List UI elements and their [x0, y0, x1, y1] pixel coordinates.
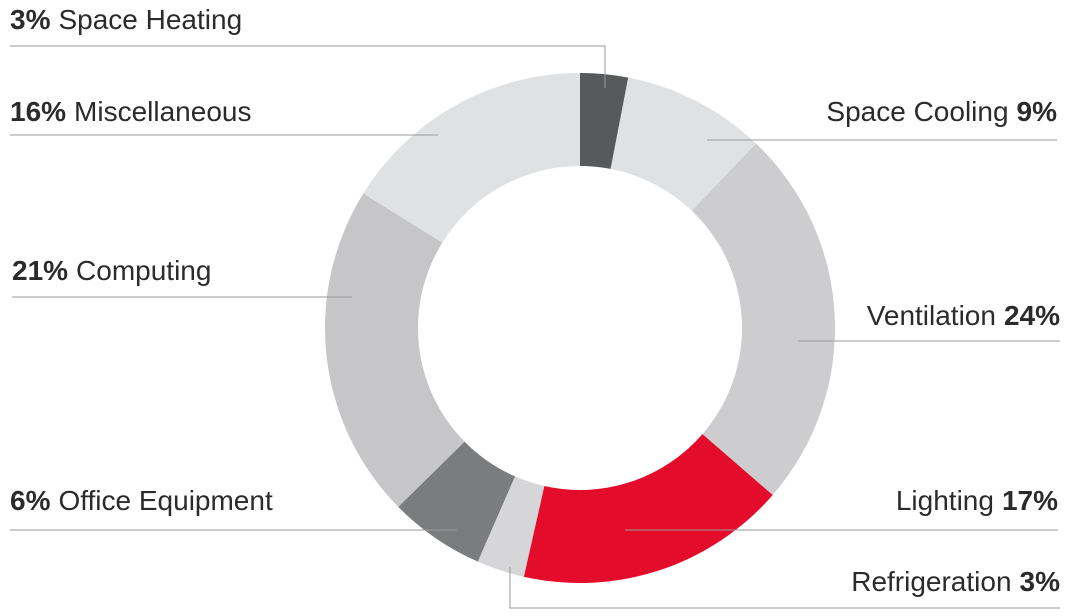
- category-label: Space Heating: [58, 4, 242, 35]
- wedge: [691, 143, 836, 495]
- value-label: 3%: [1020, 566, 1061, 597]
- category-label: Office Equipment: [58, 485, 272, 516]
- slice-label: 6% Office Equipment: [10, 485, 273, 516]
- wedge: [477, 476, 545, 577]
- category-label: Computing: [76, 255, 211, 286]
- leader-line: [509, 567, 1060, 609]
- wedge: [523, 434, 773, 584]
- wedge: [580, 73, 629, 169]
- category-label: Ventilation: [867, 300, 996, 331]
- wedge: [398, 441, 516, 562]
- value-label: 17%: [1002, 485, 1058, 516]
- leader-line: [10, 45, 606, 88]
- category-label: Lighting: [896, 485, 994, 516]
- wedge: [610, 77, 756, 211]
- value-label: 9%: [1017, 96, 1058, 127]
- value-label: 21%: [12, 255, 68, 286]
- slice-label: 16% Miscellaneous: [10, 96, 251, 127]
- category-label: Space Cooling: [826, 96, 1008, 127]
- slice-label: Lighting 17%: [896, 485, 1058, 516]
- value-label: 6%: [10, 485, 51, 516]
- value-label: 3%: [10, 4, 51, 35]
- slice-label: Refrigeration 3%: [851, 566, 1060, 597]
- wedge: [363, 73, 580, 243]
- slice-label: 3% Space Heating: [10, 4, 242, 35]
- category-label: Miscellaneous: [74, 96, 251, 127]
- category-label: Refrigeration: [851, 566, 1011, 597]
- value-label: 16%: [10, 96, 66, 127]
- value-label: 24%: [1004, 300, 1060, 331]
- slice-label: Space Cooling 9%: [826, 96, 1057, 127]
- slice-label: Ventilation 24%: [867, 300, 1060, 331]
- wedge: [325, 193, 465, 507]
- slice-label: 21% Computing: [12, 255, 211, 286]
